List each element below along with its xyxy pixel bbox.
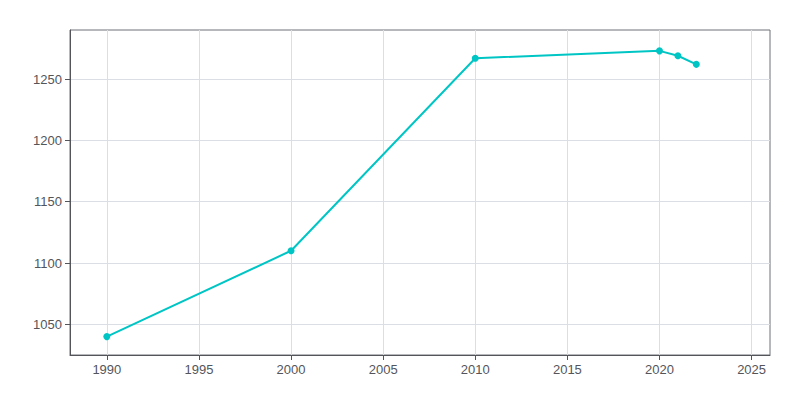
svg-text:2000: 2000 [277, 362, 306, 377]
svg-text:2025: 2025 [737, 362, 766, 377]
svg-text:1995: 1995 [184, 362, 213, 377]
svg-text:2015: 2015 [553, 362, 582, 377]
svg-text:2010: 2010 [461, 362, 490, 377]
svg-text:1100: 1100 [34, 256, 62, 271]
svg-text:2005: 2005 [369, 362, 398, 377]
svg-text:1200: 1200 [33, 133, 62, 148]
svg-text:2020: 2020 [645, 362, 674, 377]
svg-text:1050: 1050 [33, 317, 62, 332]
svg-text:1250: 1250 [33, 72, 62, 87]
svg-text:1990: 1990 [92, 362, 121, 377]
svg-text:1150: 1150 [34, 194, 62, 209]
